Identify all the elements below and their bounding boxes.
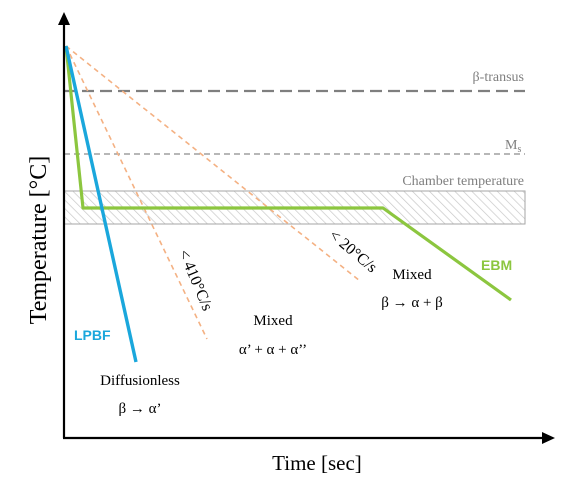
x-axis-arrow-icon xyxy=(542,432,555,444)
mixed-mid-phase: α’ + α + α’’ xyxy=(239,342,307,358)
rate-line-410 xyxy=(65,45,208,340)
ms-label-sub: s xyxy=(517,144,521,155)
rate-label-20: < 20°C/s xyxy=(326,227,380,277)
lpbf-curve xyxy=(64,45,138,363)
ebm-label: EBM xyxy=(481,257,512,273)
diffusionless-title: Diffusionless xyxy=(100,373,180,389)
diffusionless-phase: β → α’ xyxy=(119,401,162,417)
mixed-right-title: Mixed xyxy=(392,267,432,283)
chamber-temperature-label: Chamber temperature xyxy=(402,174,524,189)
mixed-right-phase: β → α + β xyxy=(381,295,443,311)
beta-transus-label: β-transus xyxy=(473,70,524,85)
x-axis-label: Time [sec] xyxy=(272,451,362,475)
ebm-curve xyxy=(64,45,512,302)
lpbf-label: LPBF xyxy=(74,327,111,343)
ms-label-main: M xyxy=(505,138,518,153)
ms-label: Ms xyxy=(505,138,521,155)
mixed-mid-title: Mixed xyxy=(253,313,293,329)
rate-label-410: < 410°C/s xyxy=(175,247,216,313)
y-axis-label: Temperature [°C] xyxy=(26,156,52,325)
y-axis-arrow-icon xyxy=(58,12,70,25)
